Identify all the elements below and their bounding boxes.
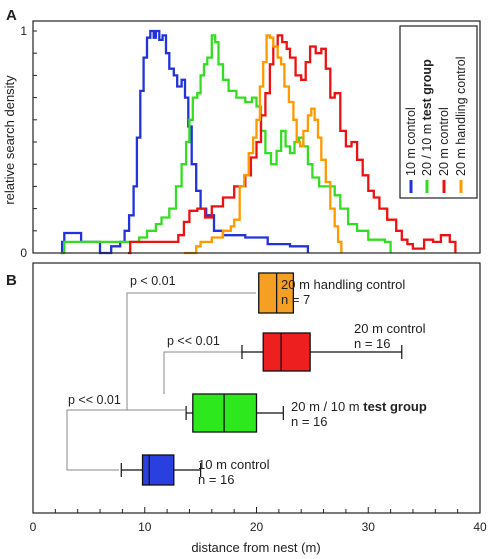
group-label-1: 20 m control: [354, 321, 426, 336]
box: [141, 454, 175, 486]
box-group-1: [241, 332, 403, 372]
panel-b-letter: B: [6, 272, 17, 289]
box-group-3: [120, 454, 202, 486]
panel-a-frame: [32, 20, 481, 254]
x-tick-label: 0: [30, 520, 37, 534]
box-group-2: [185, 393, 284, 433]
group-n-1: n = 16: [354, 336, 391, 351]
box: [262, 332, 311, 372]
series-line-2: [128, 34, 457, 255]
series-line-1: [60, 34, 392, 255]
x-axis: 0 10 20 30 40: [30, 507, 487, 534]
p-value-1: p << 0.01: [167, 334, 220, 348]
series-line-3: [183, 34, 343, 255]
group-n-0: n = 7: [281, 292, 310, 307]
panel-a-series: [60, 29, 457, 255]
legend-entry-0: 10 m control: [404, 107, 418, 176]
panel-b: B p < 0.01 p << 0.01 p << 0.01 20 m handli…: [6, 262, 487, 555]
p-value-0: p < 0.01: [130, 274, 176, 288]
group-label-0: 20 m handling control: [281, 277, 405, 292]
y-tick-label: 0: [20, 246, 27, 260]
legend-entry-3: 20 m handling control: [454, 56, 468, 176]
significance-brackets: p < 0.01 p << 0.01 p << 0.01: [66, 274, 258, 471]
x-tick-label: 40: [473, 520, 487, 534]
y-axis-label: relative search density: [2, 75, 17, 205]
y-tick-label: 1: [20, 24, 27, 38]
x-tick-label: 10: [138, 520, 152, 534]
legend-entry-2: 20 m control: [437, 107, 451, 176]
group-label-2: 20 m / 10 m test group: [291, 399, 427, 414]
group-label-3: 10 m control: [198, 457, 270, 472]
x-axis-label: distance from nest (m): [191, 540, 320, 555]
panel-a: A relative search density 01 10 m contro…: [2, 7, 481, 260]
panel-a-axes: 01: [20, 24, 37, 260]
box-group-0: [258, 272, 295, 314]
p-value-2: p << 0.01: [68, 393, 121, 407]
panel-b-frame: [32, 262, 481, 514]
panel-a-letter: A: [6, 7, 17, 24]
legend-box: [399, 25, 478, 199]
x-tick-label: 30: [362, 520, 376, 534]
legend-entry-1: 20 / 10 m test group: [420, 59, 434, 176]
bracket-1: [163, 351, 258, 394]
x-tick-label: 20: [250, 520, 264, 534]
group-n-2: n = 16: [291, 414, 328, 429]
bracket-2: [66, 409, 185, 471]
group-n-3: n = 16: [198, 472, 235, 487]
